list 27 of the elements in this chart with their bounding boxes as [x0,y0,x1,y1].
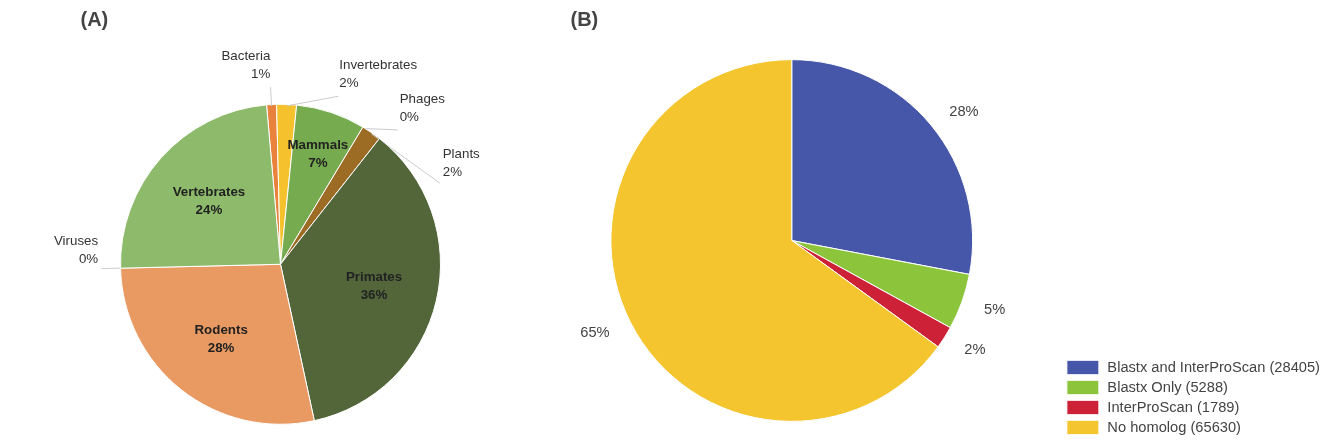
data-label: 28% [949,103,979,120]
data-label: 7% [308,154,328,170]
chart-title: (A) [80,7,109,30]
data-label: 28% [207,340,235,356]
category-label: Phages [399,91,445,107]
slice-label: Plants [442,145,481,161]
data-label: 2% [442,163,463,179]
chart-title: (B) [570,7,599,30]
data-label: 1% [251,65,271,81]
text: 0% [78,250,99,266]
category-label: Viruses [53,232,99,248]
text: 0% [399,109,419,125]
legend-label: Blastx Only (5288) [1107,379,1228,395]
data-label: 65% [580,324,610,341]
data-label: 2% [339,75,359,91]
slice-label: Vertebrates [172,184,246,200]
slice-label: Invertebrates [339,57,418,73]
legend-label: No homolog (65630) [1107,419,1241,435]
legend-label: InterProScan (1789) [1107,399,1240,415]
legend-label: Blastx and InterProScan (28405) [1107,359,1320,375]
slice-label: Rodents [194,322,248,338]
data-label: 36% [360,287,388,303]
data-label: 5% [984,301,1006,318]
data-label: 24% [195,202,223,218]
data-label: 2% [964,340,986,357]
slice-label: Primates [345,269,403,285]
slice-label: Bacteria [221,47,271,63]
